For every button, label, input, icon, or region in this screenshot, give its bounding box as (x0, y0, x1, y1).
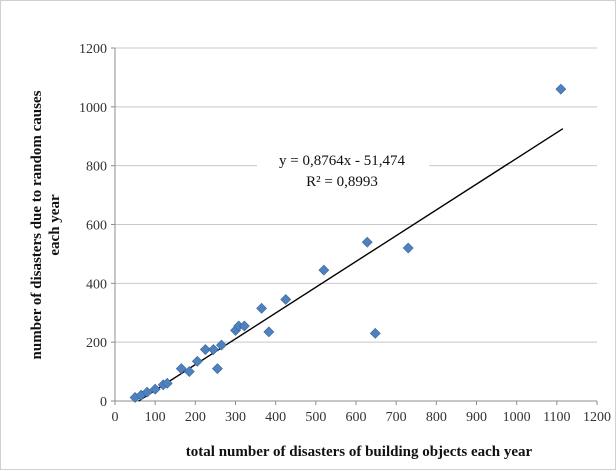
data-point-21 (369, 327, 381, 339)
y-tick-label-800: 800 (86, 160, 107, 175)
x-tick-label-800: 800 (426, 410, 447, 425)
x-tick-label-1200: 1200 (583, 410, 611, 425)
data-point-6 (175, 363, 187, 375)
data-point-12 (216, 339, 227, 351)
axes (111, 47, 598, 405)
x-tick-label-1100: 1100 (543, 410, 570, 425)
data-point-20 (361, 236, 373, 248)
gridlines (115, 47, 597, 343)
y-axis-title-line-1: number of disasters due to random causes (29, 90, 45, 359)
data-point-15 (238, 320, 250, 332)
data-point-11 (212, 363, 223, 375)
data-point-2 (141, 386, 153, 398)
data-points (129, 83, 567, 403)
x-tick-label-100: 100 (145, 410, 166, 425)
y-tick-label-1000: 1000 (79, 101, 107, 116)
y-axis-title: number of disasters due to random causes… (29, 90, 63, 359)
y-tick-labels: 0 200 400 600 800 1000 1200 (79, 42, 107, 410)
data-point-3 (149, 383, 161, 395)
y-tick-label-1200: 1200 (79, 42, 107, 57)
x-tick-label-500: 500 (305, 410, 326, 425)
data-point-7 (183, 366, 195, 378)
x-tick-labels: 0 100 200 300 400 500 600 700 800 900 1000 1100 1200 (112, 410, 612, 425)
y-tick-label-400: 400 (86, 277, 107, 292)
x-tick-label-400: 400 (265, 410, 286, 425)
data-point-23 (555, 83, 567, 95)
data-point-22 (402, 242, 414, 254)
x-tick-label-600: 600 (346, 410, 367, 425)
y-tick-label-200: 200 (86, 336, 107, 351)
data-point-9 (199, 344, 211, 355)
x-axis-title: total number of disasters of building ob… (186, 444, 533, 460)
x-tick-label-200: 200 (185, 410, 206, 425)
data-point-16 (256, 302, 268, 314)
data-point-19 (318, 264, 330, 276)
x-tick-label-700: 700 (386, 410, 407, 425)
x-tick-label-900: 900 (466, 410, 487, 425)
data-point-18 (280, 294, 292, 305)
trendline (138, 128, 564, 402)
x-tick-label-300: 300 (225, 410, 246, 425)
data-point-17 (263, 326, 275, 338)
x-tick-label-0: 0 (112, 410, 119, 425)
data-point-10 (207, 344, 219, 355)
trendline-equation: y = 0,8764x - 51,474 (279, 153, 405, 169)
y-tick-label-0: 0 (100, 395, 107, 410)
trendline-r2: R² = 0,8993 (306, 174, 378, 190)
trendline-group (138, 128, 564, 402)
x-tick-label-1000: 1000 (503, 410, 531, 425)
y-tick-label-600: 600 (86, 219, 107, 234)
data-point-8 (191, 355, 203, 367)
equation-label-background (257, 147, 429, 193)
y-axis-title-line-2: each year (47, 194, 63, 256)
data-point-5 (161, 377, 173, 389)
